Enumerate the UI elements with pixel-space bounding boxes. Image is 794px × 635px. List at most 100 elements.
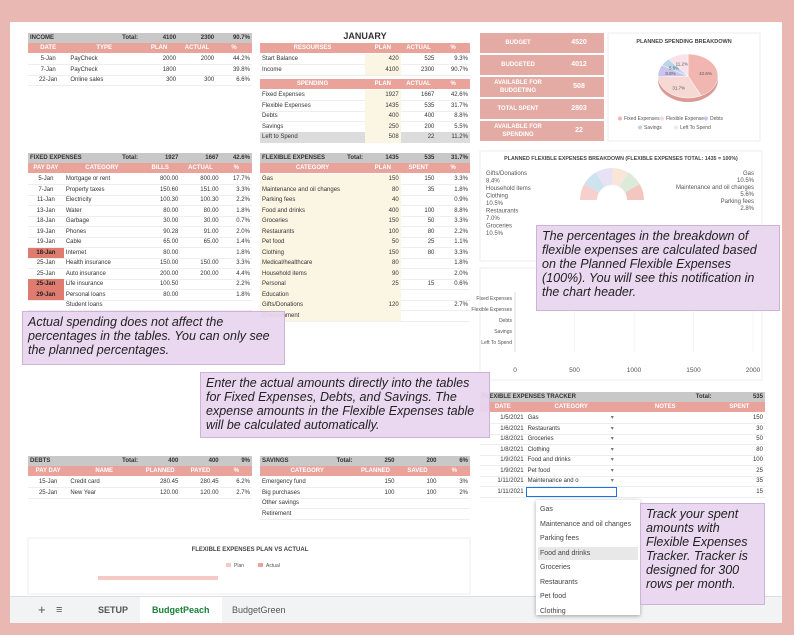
column-header: PLAN xyxy=(374,81,392,87)
table-cell: 17.7% xyxy=(232,176,250,182)
dropdown-option[interactable]: Parking fees xyxy=(540,535,579,542)
table-cell: 1/8/2021 xyxy=(500,436,524,442)
table-cell: 300 xyxy=(166,77,177,83)
table-title-bar xyxy=(260,456,470,466)
table-cell: 1.8% xyxy=(236,291,250,298)
table-title-bar xyxy=(28,33,252,43)
january-title: JANUARY xyxy=(343,31,387,41)
table-cell: 40 xyxy=(365,195,401,206)
table-cell: 25 xyxy=(756,467,763,474)
table-cell: 8.8% xyxy=(454,207,468,214)
dropdown-option[interactable]: Restaurants xyxy=(540,578,578,586)
table-title: SAVINGS xyxy=(262,458,289,464)
total-label: Total: xyxy=(347,155,363,161)
dropdown-option[interactable]: Maintenance and oil changes xyxy=(540,520,632,528)
table-cell: Gas xyxy=(527,415,539,421)
table-cell: Life insurance xyxy=(65,281,104,287)
total-value: 6% xyxy=(459,458,468,464)
table-cell: PayCheck xyxy=(70,56,98,62)
dropdown-option[interactable]: Gas xyxy=(540,506,553,513)
sheet-list-button[interactable]: ≡ xyxy=(56,604,63,616)
table-cell xyxy=(401,290,437,301)
row-line xyxy=(28,310,252,311)
dropdown-arrow[interactable]: ▾ xyxy=(610,425,614,432)
sheet-tab[interactable]: BudgetGreen xyxy=(232,605,286,615)
table-cell: 1.8% xyxy=(454,186,468,193)
table-cell: 120.00 xyxy=(200,489,219,496)
table-cell: 90 xyxy=(365,268,401,279)
row-line xyxy=(480,444,765,445)
dropdown-arrow[interactable]: ▾ xyxy=(610,467,614,474)
table-cell: Start Balance xyxy=(262,56,299,62)
table-cell: 100 xyxy=(426,479,437,485)
row-line xyxy=(260,320,470,322)
table-cell: 2000 xyxy=(200,56,215,62)
table-cell: 3.3% xyxy=(454,218,468,224)
column-header-bar xyxy=(260,79,470,89)
total-label: Total: xyxy=(122,155,138,161)
row-line xyxy=(28,64,252,65)
dropdown-arrow[interactable]: ▾ xyxy=(610,436,614,442)
dropdown-arrow[interactable]: ▾ xyxy=(610,446,614,453)
dropdown-option[interactable]: Food and drinks xyxy=(538,546,638,560)
sheet-tab-active[interactable]: BudgetPeach xyxy=(140,597,222,623)
table-cell: 1667 xyxy=(421,92,435,98)
dropdown-arrow[interactable]: ▾ xyxy=(610,457,614,463)
table-cell xyxy=(180,290,220,301)
row-line xyxy=(28,268,252,269)
selected-cell[interactable] xyxy=(525,486,617,497)
table-cell: 11-Jan xyxy=(36,197,55,203)
summary-box xyxy=(480,77,604,97)
table-cell: 400 xyxy=(365,111,401,122)
column-header: ACTUAL xyxy=(188,165,213,171)
table-cell xyxy=(401,300,437,311)
column-header-bar xyxy=(260,466,470,476)
dropdown-option[interactable]: Clothing xyxy=(540,607,566,615)
total-value: 31.7% xyxy=(450,155,468,161)
column-header: PLAN xyxy=(374,45,392,51)
table-cell: 100 xyxy=(384,489,395,496)
table-cell: 1.8% xyxy=(236,207,250,214)
table-cell xyxy=(221,300,252,311)
column-header: CATEGORY xyxy=(85,165,119,171)
table-cell: 18-Jan xyxy=(28,247,64,258)
table-cell: 3.3% xyxy=(236,260,250,266)
summary-label: TOTAL SPENT xyxy=(497,106,539,112)
table-cell: 420 xyxy=(365,54,401,65)
dropdown-arrow[interactable]: ▾ xyxy=(610,415,614,421)
table-cell xyxy=(28,300,64,311)
table-cell: 65.00 xyxy=(163,239,179,245)
sheet-tab[interactable]: SETUP xyxy=(98,605,129,615)
table-cell xyxy=(180,279,220,290)
column-header: SAVED xyxy=(407,468,428,474)
callout-note: Actual spending does not affect the perc… xyxy=(22,311,285,365)
column-header: PLAN xyxy=(374,165,392,171)
table-cell: Household items xyxy=(260,268,365,279)
add-sheet-button[interactable]: + xyxy=(38,602,46,617)
callout-note: Track your spent amounts with Flexible E… xyxy=(640,503,765,605)
table-cell xyxy=(180,300,220,311)
table-cell xyxy=(365,310,401,321)
row-line xyxy=(480,465,765,466)
total-value: 1927 xyxy=(164,155,179,161)
total-value: 2300 xyxy=(200,35,215,41)
column-header-bar xyxy=(28,466,252,476)
table-cell: Other savings xyxy=(262,500,300,506)
column-header: PLAN xyxy=(150,45,168,51)
dropdown-option[interactable]: Pet food xyxy=(540,593,567,600)
table-cell: 50 xyxy=(756,436,763,442)
table-cell: 80 xyxy=(365,258,401,269)
table-cell: 80.00 xyxy=(163,249,179,256)
callout-note: Enter the actual amounts directly into t… xyxy=(200,372,490,438)
table-cell: 90.28 xyxy=(163,228,179,235)
total-value: 1435 xyxy=(385,155,399,161)
table-cell xyxy=(401,258,437,269)
table-cell: 7-Jan xyxy=(38,186,54,193)
table-cell: 535 xyxy=(424,102,435,109)
table-cell: Groceries xyxy=(260,216,365,227)
dropdown-option[interactable]: Groceries xyxy=(540,564,571,571)
table-cell: 150.00 xyxy=(200,260,219,266)
dropdown-arrow[interactable]: ▾ xyxy=(610,478,614,484)
table-cell: 80.00 xyxy=(163,207,179,214)
table-cell: Food and drinks xyxy=(260,205,365,216)
